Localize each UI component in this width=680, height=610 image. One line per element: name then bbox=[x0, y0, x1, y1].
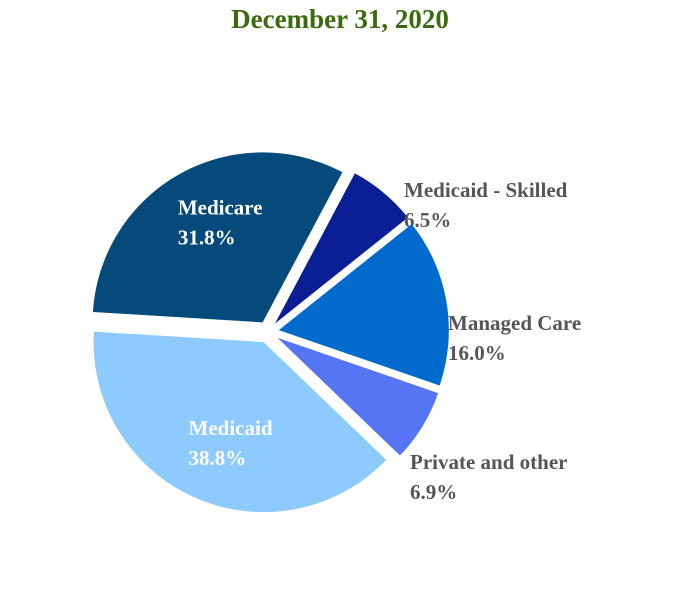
pie-slice-medicaid-skilled bbox=[275, 173, 408, 324]
pie-slice-medicaid bbox=[93, 331, 387, 513]
pie-slice-medicare bbox=[92, 152, 343, 323]
slice-label-medicare: Medicare bbox=[178, 195, 263, 219]
slice-label-medicaid: Medicaid bbox=[189, 416, 273, 440]
slice-value-medicaid: 38.8% bbox=[189, 446, 247, 470]
slice-value-medicare: 31.8% bbox=[178, 225, 236, 249]
chart-title: December 31, 2020 bbox=[231, 4, 449, 34]
slice-value-private-and-other: 6.9% bbox=[410, 480, 457, 504]
slice-label-managed-care: Managed Care bbox=[448, 311, 581, 335]
slice-value-managed-care: 16.0% bbox=[448, 341, 506, 365]
slice-label-medicaid-skilled: Medicaid - Skilled bbox=[404, 178, 568, 202]
slice-label-private-and-other: Private and other bbox=[410, 450, 567, 474]
pie-slice-private-and-other bbox=[277, 337, 439, 456]
pie-slice-managed-care bbox=[278, 224, 449, 386]
